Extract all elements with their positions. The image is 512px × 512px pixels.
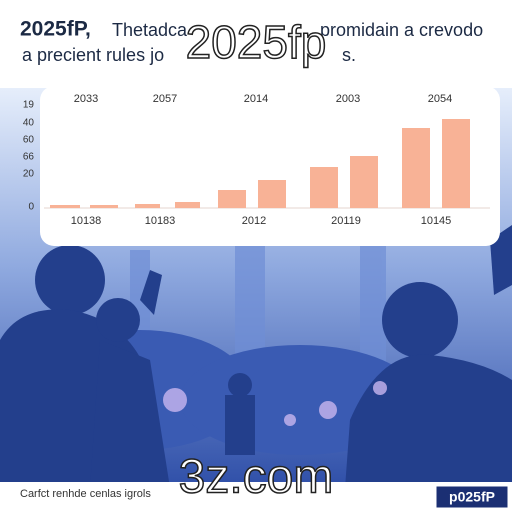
header-lead: 2025fP,: [20, 18, 91, 41]
chart-top-label: 2003: [336, 93, 360, 105]
chart-side-label: 60: [23, 135, 35, 146]
header-line2: a precient rules jo: [22, 45, 164, 65]
chart-side-label: 0: [28, 202, 34, 213]
footer-strip: [0, 482, 512, 512]
header-line2-tail: s.: [342, 45, 356, 65]
chart-side-label: 19: [23, 100, 35, 111]
chart-side-label: 40: [23, 118, 35, 129]
overlay-title: 2025fp: [186, 16, 327, 68]
chart-top-label: 2014: [244, 93, 268, 105]
chart-side-label: 20: [23, 169, 35, 180]
chart-side-label: 66: [23, 152, 35, 163]
header-line1: Thetadca: [112, 20, 188, 40]
bars: [50, 119, 470, 208]
chart-top-label: 2033: [74, 93, 98, 105]
chart-bottom-label: 10183: [145, 215, 176, 227]
badge: [435, 485, 509, 509]
footer-caption: Carfct renhde cenlas igrols: [20, 488, 151, 500]
badge-text: p025fP: [449, 489, 495, 505]
chart-bottom-label: 2012: [242, 215, 266, 227]
chart-bottom-label: 10145: [421, 215, 452, 227]
chart-bottom-label: 10138: [71, 215, 102, 227]
crowd-silhouettes: [0, 225, 512, 488]
watermark: 3z.com: [179, 451, 334, 504]
chart-top-label: 2057: [153, 93, 177, 105]
header-line1-tail: promidain a crevodo: [320, 20, 483, 40]
bokeh-lights: [163, 381, 387, 426]
chart-bottom-label: 20119: [331, 215, 361, 227]
chart-top-label: 2054: [428, 93, 452, 105]
